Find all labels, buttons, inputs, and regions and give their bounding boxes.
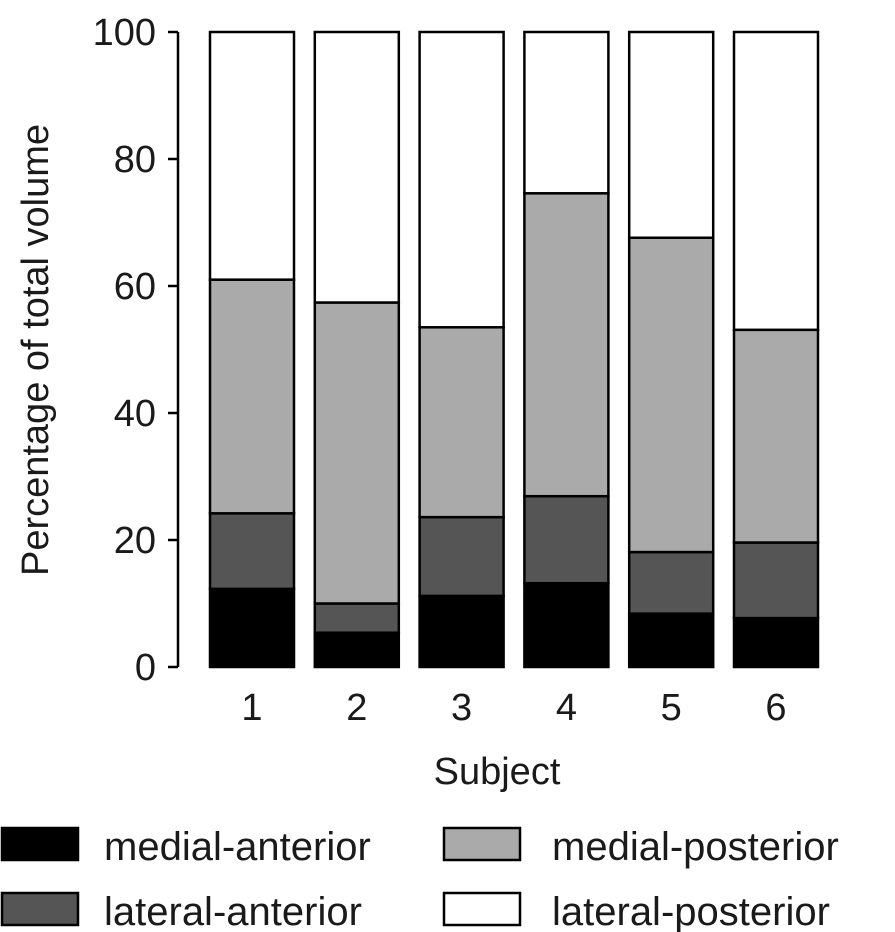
bar-segment-lateral-posterior-subject-5 bbox=[627, 30, 715, 239]
y-tick-label: 40 bbox=[114, 393, 156, 435]
legend-label-lateral-anterior: lateral-anterior bbox=[104, 890, 362, 932]
bars-group bbox=[208, 30, 820, 669]
x-tick-label: 5 bbox=[661, 687, 682, 729]
bar-segment-lateral-posterior-subject-2 bbox=[313, 30, 401, 304]
bar-segment-lateral-anterior-subject-2 bbox=[313, 602, 401, 634]
legend-swatch-medial-posterior bbox=[442, 826, 522, 862]
x-tick-label: 3 bbox=[451, 687, 472, 729]
bar-segment-medial-posterior-subject-4 bbox=[523, 192, 610, 498]
bar-segment-lateral-posterior-subject-3 bbox=[418, 30, 505, 329]
legend-label-medial-posterior: medial-posterior bbox=[552, 825, 839, 869]
bar-segment-medial-anterior-subject-2 bbox=[313, 631, 401, 669]
y-tick-label: 100 bbox=[93, 12, 156, 54]
x-tick-label: 2 bbox=[346, 687, 367, 729]
bar-segment-medial-posterior-subject-3 bbox=[418, 326, 505, 519]
x-tick-label: 1 bbox=[241, 687, 262, 729]
bar-segment-lateral-posterior-subject-4 bbox=[523, 30, 610, 195]
bar-segment-medial-anterior-subject-3 bbox=[418, 594, 505, 669]
legend: medial-anterior lateral-anterior medial-po… bbox=[0, 825, 839, 932]
bar-segment-lateral-anterior-subject-5 bbox=[627, 550, 715, 615]
legend-swatch-medial-anterior bbox=[0, 826, 80, 862]
bar-segment-lateral-anterior-subject-4 bbox=[523, 494, 610, 585]
bar-segment-medial-anterior-subject-1 bbox=[208, 587, 296, 669]
y-tick-label: 0 bbox=[135, 647, 156, 689]
y-tick-label: 60 bbox=[114, 266, 156, 308]
bar-segment-lateral-anterior-subject-3 bbox=[418, 515, 505, 598]
bar-segment-lateral-posterior-subject-6 bbox=[732, 30, 820, 332]
y-axis: 0 20 40 60 80 100 bbox=[93, 12, 180, 689]
bar-segment-medial-posterior-subject-2 bbox=[313, 301, 401, 605]
x-axis: 1 2 3 4 5 6 bbox=[241, 687, 786, 729]
bar-segment-medial-anterior-subject-4 bbox=[523, 581, 610, 669]
x-axis-title: Subject bbox=[434, 751, 561, 793]
bar-segment-lateral-anterior-subject-1 bbox=[208, 512, 296, 591]
bar-segment-medial-posterior-subject-6 bbox=[732, 328, 820, 544]
legend-label-lateral-posterior: lateral-posterior bbox=[552, 890, 830, 932]
x-tick-label: 6 bbox=[765, 687, 786, 729]
bar-segment-medial-posterior-subject-5 bbox=[627, 236, 715, 554]
bar-segment-medial-posterior-subject-1 bbox=[208, 278, 296, 515]
legend-label-medial-anterior: medial-anterior bbox=[104, 825, 371, 869]
bar-segment-medial-anterior-subject-5 bbox=[627, 612, 715, 669]
x-tick-label: 4 bbox=[556, 687, 577, 729]
y-tick-label: 20 bbox=[114, 520, 156, 562]
bar-segment-lateral-posterior-subject-1 bbox=[208, 30, 296, 281]
bar-segment-lateral-anterior-subject-6 bbox=[732, 541, 820, 620]
bar-segment-medial-anterior-subject-6 bbox=[732, 616, 820, 669]
legend-swatch-lateral-posterior bbox=[442, 891, 522, 927]
legend-swatch-lateral-anterior bbox=[0, 891, 80, 927]
y-axis-title: Percentage of total volume bbox=[15, 124, 57, 576]
y-tick-label: 80 bbox=[114, 139, 156, 181]
